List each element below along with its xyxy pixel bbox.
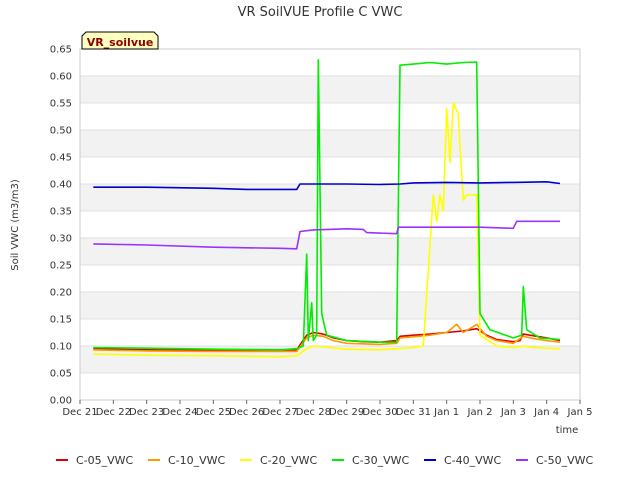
y-axis-ticks: 0.00 0.05 0.10 0.15 0.20 0.25 0.30 0.35 0.40 0.45… xyxy=(50,45,72,407)
series-line-c-20-vwc xyxy=(93,102,561,358)
plot-band xyxy=(80,292,580,319)
x-tick-label: Dec 31 xyxy=(396,407,431,418)
y-axis-label: Soil VWC (m3/m3) xyxy=(10,179,21,271)
badge: VR_soilvue xyxy=(81,31,159,50)
legend-label: C-20_VWC xyxy=(260,454,318,467)
y-tick-label: 0.45 xyxy=(50,153,72,164)
y-tick-label: 0.65 xyxy=(50,45,72,56)
y-tick-label: 0.15 xyxy=(50,315,72,326)
plot-band xyxy=(80,184,580,211)
y-tick-label: 0.00 xyxy=(50,396,72,407)
x-tick-label: Dec 30 xyxy=(362,407,397,418)
x-tick-label: Jan 3 xyxy=(500,407,526,418)
x-tick-label: Dec 26 xyxy=(229,407,264,418)
y-tick-label: 0.20 xyxy=(50,288,72,299)
legend-label: C-05_VWC xyxy=(76,454,134,467)
x-tick-label: Dec 21 xyxy=(62,407,97,418)
series-line-c-40-vwc xyxy=(93,181,561,191)
series-line-c-30-vwc xyxy=(93,59,561,351)
y-tick-label: 0.35 xyxy=(50,207,72,218)
gridlines xyxy=(80,48,580,401)
x-tick-label: Dec 28 xyxy=(296,407,331,418)
y-tick-label: 0.05 xyxy=(50,369,72,380)
badge-label: VR_soilvue xyxy=(87,36,154,49)
y-tick-label: 0.50 xyxy=(50,126,72,137)
legend-label: C-50_VWC xyxy=(536,454,594,467)
y-tick-label: 0.60 xyxy=(50,72,72,83)
x-tick-label: Dec 27 xyxy=(262,407,297,418)
y-tick-label: 0.40 xyxy=(50,180,72,191)
x-tick-label: Jan 4 xyxy=(533,407,559,418)
x-tick-label: Jan 2 xyxy=(467,407,493,418)
legend-label: C-30_VWC xyxy=(352,454,410,467)
y-tick-label: 0.25 xyxy=(50,261,72,272)
plot-band xyxy=(80,130,580,157)
series-line-c-50-vwc xyxy=(93,220,560,250)
x-tick-label: Dec 29 xyxy=(329,407,364,418)
legend-label: C-40_VWC xyxy=(444,454,502,467)
y-tick-label: 0.10 xyxy=(50,342,72,353)
series-line-c-10-vwc xyxy=(93,323,561,353)
plot-frame xyxy=(79,48,581,401)
x-tick-label: Dec 25 xyxy=(196,407,231,418)
badge-box xyxy=(81,31,159,50)
x-tick-label: Dec 23 xyxy=(129,407,164,418)
plot-band xyxy=(80,76,580,103)
plot-bands xyxy=(80,76,580,373)
series-layer xyxy=(93,59,561,358)
x-tick-label: Dec 24 xyxy=(162,407,197,418)
x-tick-label: Dec 22 xyxy=(96,407,131,418)
legend-label: C-10_VWC xyxy=(168,454,226,467)
plot-band xyxy=(80,238,580,265)
x-tick-label: Jan 1 xyxy=(433,407,459,418)
legend: C-05_VWC C-10_VWC C-20_VWC C-30_VWC C-40_VWC… xyxy=(56,454,594,467)
chart-title: VR SoilVUE Profile C VWC xyxy=(238,5,403,20)
x-tick-label: Jan 5 xyxy=(567,407,593,418)
y-tick-label: 0.30 xyxy=(50,234,72,245)
y-tick-label: 0.55 xyxy=(50,99,72,110)
x-axis-label: time xyxy=(556,425,579,436)
